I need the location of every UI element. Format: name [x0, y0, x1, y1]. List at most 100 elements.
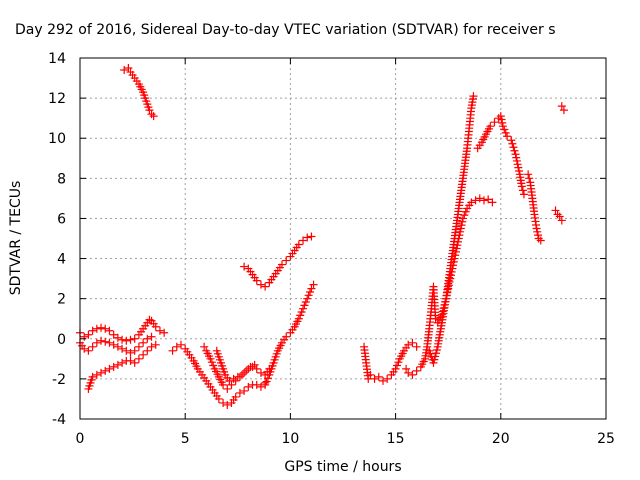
data-point — [155, 326, 164, 335]
series-2 — [76, 332, 156, 357]
data-point — [80, 344, 89, 353]
series-15 — [551, 206, 566, 225]
data-point — [246, 362, 255, 371]
y-tick-label: -4 — [52, 412, 66, 428]
data-point — [461, 207, 470, 216]
data-point — [225, 376, 234, 385]
data-point — [501, 128, 510, 137]
x-tick-label: 0 — [76, 431, 85, 447]
data-point — [536, 236, 545, 245]
series-13 — [473, 112, 528, 199]
data-point — [145, 106, 154, 115]
data-point — [168, 346, 177, 355]
data-point — [301, 298, 310, 307]
data-point — [101, 366, 110, 375]
y-tick-label: 2 — [57, 292, 66, 308]
data-point — [408, 338, 417, 347]
series-8 — [240, 232, 316, 291]
data-point — [109, 330, 118, 339]
data-point — [262, 377, 271, 386]
data-point — [143, 334, 152, 343]
series-10 — [360, 338, 421, 385]
data-point — [458, 214, 467, 223]
data-point — [88, 372, 97, 381]
data-point — [511, 150, 520, 159]
data-point — [238, 370, 247, 379]
data-point — [256, 382, 265, 391]
data-point — [297, 308, 306, 317]
series-4 — [120, 64, 158, 121]
x-tick-label: 20 — [492, 431, 510, 447]
data-point — [551, 206, 560, 215]
y-tick-label: 12 — [48, 91, 66, 107]
data-point — [206, 354, 215, 363]
data-point — [231, 392, 240, 401]
data-point — [143, 346, 152, 355]
data-point — [84, 330, 93, 339]
data-point — [122, 336, 131, 345]
data-point — [151, 340, 160, 349]
data-point — [294, 314, 303, 323]
data-point — [92, 324, 101, 333]
data-point — [130, 346, 139, 355]
series-16 — [557, 102, 568, 115]
data-point — [261, 380, 270, 389]
data-point — [458, 217, 467, 226]
data-point — [467, 198, 476, 207]
x-tick-labels: 0 5 10 15 20 25 — [76, 431, 615, 447]
data-point — [88, 326, 97, 335]
data-point — [130, 334, 139, 343]
data-point — [120, 66, 129, 75]
y-tick-labels: -4 -2 0 2 4 6 8 10 12 14 — [48, 51, 66, 428]
data-point — [105, 326, 114, 335]
series-3 — [84, 340, 160, 393]
data-point — [456, 224, 465, 233]
axis-ticks — [79, 57, 607, 420]
data-point — [391, 364, 400, 373]
data-point — [512, 156, 521, 165]
data-point — [488, 198, 497, 207]
data-point — [408, 370, 417, 379]
data-point — [105, 338, 114, 347]
data-point — [130, 358, 139, 367]
y-tick-label: 8 — [57, 171, 66, 187]
data-point — [149, 112, 158, 121]
data-point — [498, 118, 507, 127]
data-point — [510, 146, 519, 155]
data-point — [97, 368, 106, 377]
data-point — [252, 276, 261, 285]
data-point — [486, 122, 495, 131]
data-point — [176, 340, 185, 349]
y-tick-label: 0 — [57, 332, 66, 348]
data-point — [366, 370, 375, 379]
series-14 — [524, 170, 545, 245]
x-tick-label: 15 — [387, 431, 405, 447]
data-point — [118, 335, 127, 344]
y-tick-label: 4 — [57, 252, 66, 268]
data-point — [113, 342, 122, 351]
data-point — [118, 344, 127, 353]
data-point — [242, 366, 251, 375]
data-point — [513, 160, 522, 169]
data-point — [471, 196, 480, 205]
data-point — [532, 224, 541, 233]
data-points — [76, 64, 568, 409]
y-tick-label: -2 — [52, 372, 66, 388]
data-point — [113, 360, 122, 369]
data-point — [229, 374, 238, 383]
data-point — [109, 362, 118, 371]
data-point — [134, 354, 143, 363]
data-point — [296, 311, 305, 320]
data-point — [147, 332, 156, 341]
data-point — [172, 342, 181, 351]
series-7 — [212, 346, 259, 385]
data-point — [299, 304, 308, 313]
data-point — [214, 394, 223, 403]
data-point — [374, 372, 383, 381]
data-point — [147, 342, 156, 351]
series-12 — [425, 92, 478, 367]
data-point — [282, 332, 291, 341]
data-point — [412, 342, 421, 351]
data-point — [557, 102, 566, 111]
